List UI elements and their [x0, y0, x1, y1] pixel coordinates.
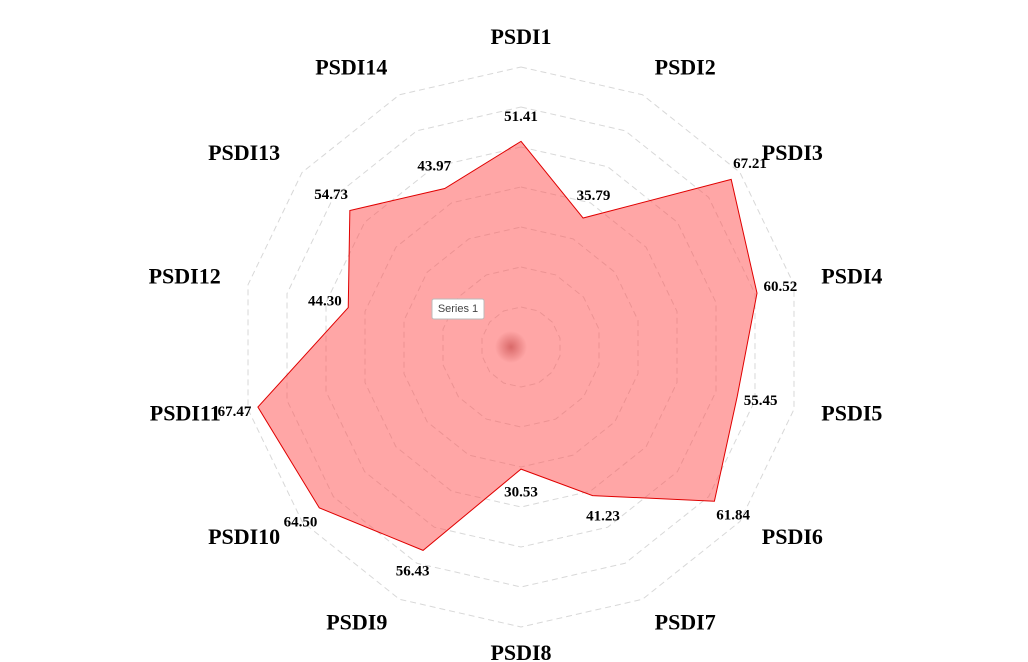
- value-label: 64.50: [284, 514, 318, 530]
- center-dot: [495, 331, 527, 363]
- value-label: 67.21: [733, 156, 767, 172]
- value-label: 44.30: [308, 294, 342, 310]
- value-label: 30.53: [504, 485, 538, 501]
- category-label: PSDI4: [821, 264, 882, 289]
- value-label: 67.47: [218, 404, 252, 420]
- category-label: PSDI8: [490, 640, 551, 662]
- value-label: 35.79: [577, 188, 611, 204]
- tooltip: Series 1: [431, 298, 485, 320]
- category-label: PSDI11: [150, 401, 221, 426]
- category-label: PSDI7: [655, 610, 716, 635]
- grid-ring: [325, 146, 717, 548]
- category-label: PSDI10: [208, 524, 280, 549]
- value-label: 54.73: [314, 187, 348, 203]
- category-label: PSDI12: [149, 264, 221, 289]
- category-label: PSDI3: [762, 140, 823, 165]
- category-label: PSDI2: [655, 55, 716, 80]
- category-label: PSDI1: [490, 24, 551, 49]
- category-label: PSDI9: [326, 610, 387, 635]
- value-label: 56.43: [396, 563, 430, 579]
- value-label: 51.41: [504, 109, 538, 125]
- value-label: 60.52: [764, 279, 798, 295]
- category-label: PSDI13: [208, 140, 280, 165]
- tooltip-text: Series 1: [438, 303, 478, 315]
- tooltip-box: [431, 298, 485, 320]
- value-label: 43.97: [417, 158, 451, 174]
- category-label: PSDI6: [762, 524, 823, 549]
- value-label: 55.45: [744, 393, 778, 409]
- category-label: PSDI14: [315, 55, 387, 80]
- value-label: 61.84: [716, 508, 750, 524]
- category-label: PSDI5: [821, 401, 882, 426]
- value-label: 41.23: [586, 509, 620, 525]
- grid-ring: [247, 66, 795, 628]
